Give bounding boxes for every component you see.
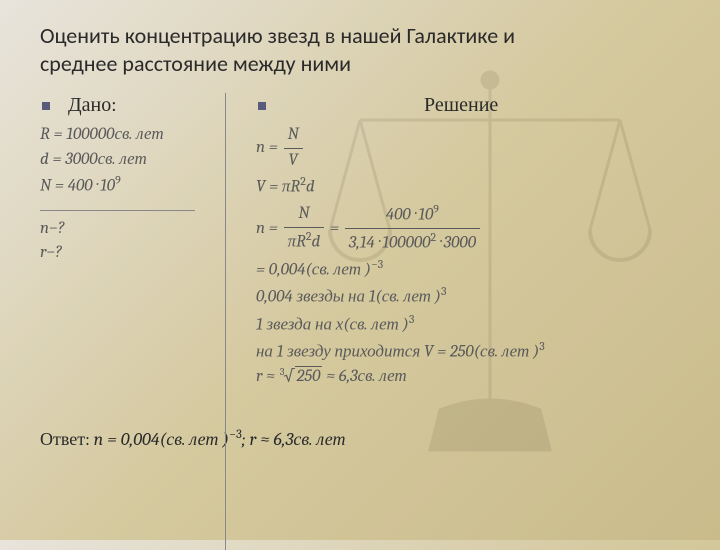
bullet-icon bbox=[42, 102, 50, 110]
sol-eq-4: = 0,004(св. лет )−3 bbox=[256, 256, 680, 283]
bullet-icon bbox=[258, 102, 266, 110]
given-question-1: n−? bbox=[40, 217, 218, 242]
solution-header: Решение bbox=[256, 93, 680, 117]
sol-eq-8: r ≈ 3√250 ≈ 6,3св. лет bbox=[256, 365, 680, 390]
given-column: Дано: R = 100000св. лет d = 3000св. лет … bbox=[40, 93, 226, 390]
sol-eq-3: n = N πR2d = 400 · 109 3,14 · 1000002 · … bbox=[256, 201, 680, 257]
sol-eq-7: на 1 звезду приходится V = 250(св. лет )… bbox=[256, 338, 680, 365]
given-body: R = 100000св. лет d = 3000св. лет N = 40… bbox=[40, 123, 218, 266]
problem-title: Оценить концентрацию звезд в нашей Галак… bbox=[40, 22, 680, 77]
given-question-2: r−? bbox=[40, 241, 218, 266]
title-line-1: Оценить концентрацию звезд в нашей Галак… bbox=[40, 22, 515, 49]
solution-body: n = NV V = πR2d n = N πR2d = 400 · 109 bbox=[256, 123, 680, 390]
given-line-3: N = 400 · 109 bbox=[40, 172, 218, 199]
solution-label: Решение bbox=[424, 93, 498, 116]
title-line-2: среднее расстояние между ними bbox=[40, 50, 351, 77]
given-rule bbox=[40, 210, 195, 211]
sol-eq-1: n = NV bbox=[256, 123, 680, 173]
given-header: Дано: bbox=[40, 93, 218, 117]
sol-eq-6: 1 звезда на х(св. лет )3 bbox=[256, 311, 680, 338]
given-line-1: R = 100000св. лет bbox=[40, 123, 218, 148]
solution-column: Решение n = NV V = πR2d n = N πR2d = bbox=[226, 93, 680, 390]
given-line-2: d = 3000св. лет bbox=[40, 148, 218, 173]
answer-label: Ответ: bbox=[40, 429, 94, 450]
sol-eq-5: 0,004 звезды на 1(св. лет )3 bbox=[256, 283, 680, 310]
given-label: Дано: bbox=[68, 93, 117, 116]
answer-line: Ответ: n = 0,004(св. лет )−3; r ≈ 6,3св.… bbox=[40, 426, 680, 453]
sol-eq-2: V = πR2d bbox=[256, 173, 680, 200]
